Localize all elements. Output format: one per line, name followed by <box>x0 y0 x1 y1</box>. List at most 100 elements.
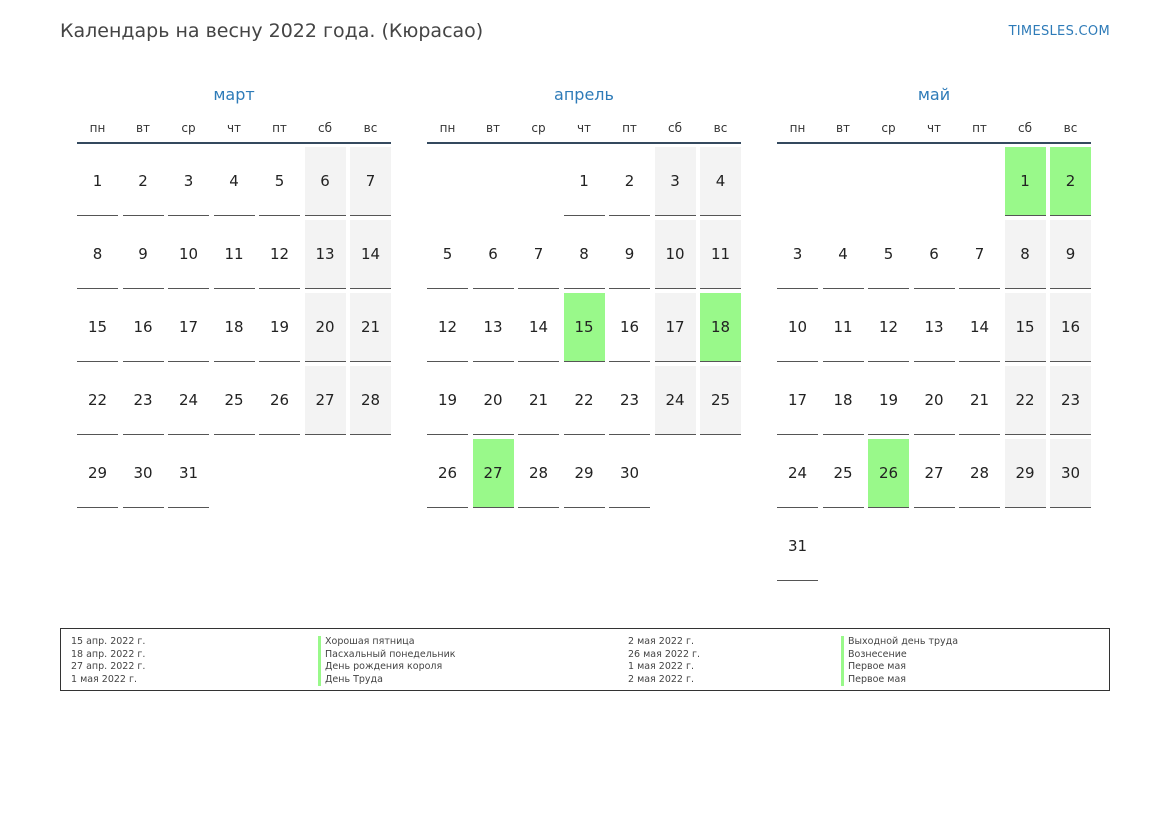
legend-holiday-name: Первое мая <box>841 673 958 686</box>
legend-holiday-name: День рождения короля <box>318 661 456 674</box>
day-cell: 6 <box>304 147 346 216</box>
day-cell: 7 <box>959 220 1000 289</box>
day-cell: 14 <box>518 293 559 362</box>
day-cell: 10 <box>168 220 209 289</box>
day-cell: 15 <box>77 293 118 362</box>
day-cell: 4 <box>700 147 741 216</box>
month-may: май пн вт ср чт пт сб вс 1 2 3 4 5 6 7 8 9 10 11 12 13 14 15… <box>777 85 1091 585</box>
empty-cell <box>868 147 909 215</box>
day-cell: 13 <box>913 293 955 362</box>
day-cell: 26 <box>427 439 468 508</box>
day-cell: 11 <box>822 293 864 362</box>
day-cell: 19 <box>868 366 909 435</box>
day-cell: 13 <box>304 220 346 289</box>
weekday-label: чт <box>226 121 242 135</box>
page-title: Календарь на весну 2022 года. (Кюрасао) <box>60 20 484 42</box>
legend-date: 2 мая 2022 г. <box>628 673 694 685</box>
legend-left-names: Хорошая пятница Пасхальный понедельник Д… <box>318 636 456 686</box>
holiday-day-cell: 26 <box>868 439 909 508</box>
empty-cell <box>959 147 1000 215</box>
day-cell: 23 <box>122 366 164 435</box>
day-cell: 13 <box>472 293 514 362</box>
empty-cell <box>823 147 864 215</box>
day-cell: 24 <box>168 366 209 435</box>
day-cell: 1 <box>563 147 605 216</box>
holiday-day-cell: 2 <box>1050 147 1091 216</box>
month-name: апрель <box>554 85 614 104</box>
weekday-label: вс <box>363 121 378 135</box>
weekday-label: вт <box>135 121 151 135</box>
weekday-label: пт <box>622 121 637 135</box>
day-cell: 14 <box>350 220 391 289</box>
day-cell: 5 <box>868 220 909 289</box>
legend-date: 27 апр. 2022 г. <box>71 661 146 672</box>
weekday-label: пн <box>439 121 456 135</box>
legend-holiday-name: Вознесение <box>841 648 958 661</box>
legend-holiday-name: Пасхальный понедельник <box>318 648 456 661</box>
day-cell: 9 <box>609 220 650 289</box>
day-cell: 25 <box>700 366 741 435</box>
day-cell: 15 <box>1004 293 1046 362</box>
day-cell: 1 <box>77 147 118 216</box>
day-cell: 8 <box>77 220 118 289</box>
days-grid: 1 2 3 4 5 6 7 8 9 10 11 12 13 14 15 16 17 18 19 20 21 22 23 24 2… <box>77 147 391 512</box>
day-cell: 10 <box>654 220 696 289</box>
day-cell: 9 <box>1050 220 1091 289</box>
legend-right-dates: 2 мая 2022 г. 26 мая 2022 г. 1 мая 2022 … <box>628 636 700 686</box>
legend-holiday-name: Выходной день труда <box>841 636 958 649</box>
month-name: март <box>213 85 255 104</box>
day-cell: 19 <box>259 293 300 362</box>
site-link[interactable]: TIMESLES.COM <box>1008 24 1110 39</box>
day-cell: 17 <box>777 366 818 435</box>
day-cell: 27 <box>304 366 346 435</box>
day-cell: 6 <box>472 220 514 289</box>
day-cell: 9 <box>122 220 164 289</box>
day-cell: 19 <box>427 366 468 435</box>
weekday-header: пн вт ср чт пт сб вс <box>427 114 741 144</box>
day-cell: 29 <box>77 439 118 508</box>
weekday-label: вс <box>1063 121 1078 135</box>
legend-date: 26 мая 2022 г. <box>628 648 701 660</box>
days-grid: 1 2 3 4 5 6 7 8 9 10 11 12 13 14 15 16 17 18 19 20 21 22 23 24 2… <box>427 147 741 512</box>
day-cell: 2 <box>122 147 164 216</box>
weekday-header: пн вт ср чт пт сб вс <box>77 114 391 144</box>
day-cell: 3 <box>654 147 696 216</box>
day-cell: 24 <box>654 366 696 435</box>
weekday-label: вс <box>713 121 728 135</box>
day-cell: 25 <box>213 366 255 435</box>
day-cell: 21 <box>959 366 1000 435</box>
day-cell: 28 <box>350 366 391 435</box>
day-cell: 30 <box>122 439 164 508</box>
day-cell: 21 <box>518 366 559 435</box>
weekday-label: пт <box>272 121 287 135</box>
weekday-label: сб <box>1018 121 1032 135</box>
day-cell: 8 <box>563 220 605 289</box>
legend-holiday-name: Хорошая пятница <box>318 636 456 649</box>
day-cell: 16 <box>122 293 164 362</box>
day-cell: 29 <box>563 439 605 508</box>
day-cell: 26 <box>259 366 300 435</box>
weekday-label: чт <box>576 121 592 135</box>
day-cell: 30 <box>1050 439 1091 508</box>
legend-holiday-name: День Труда <box>318 673 456 686</box>
day-cell: 8 <box>1004 220 1046 289</box>
day-cell: 20 <box>304 293 346 362</box>
day-cell: 12 <box>259 220 300 289</box>
holiday-legend: 15 апр. 2022 г. 18 апр. 2022 г. 27 апр. … <box>60 628 1110 691</box>
legend-right-names: Выходной день труда Вознесение Первое ма… <box>841 636 958 686</box>
month-april: апрель пн вт ср чт пт сб вс 1 2 3 4 5 6 7 8 9 10 11 12 13 1… <box>427 85 741 512</box>
day-cell: 5 <box>427 220 468 289</box>
holiday-day-cell: 1 <box>1004 147 1046 216</box>
weekday-header: пн вт ср чт пт сб вс <box>777 114 1091 144</box>
day-cell: 16 <box>609 293 650 362</box>
day-cell: 25 <box>822 439 864 508</box>
empty-cell <box>518 147 559 215</box>
weekday-label: пн <box>89 121 106 135</box>
weekday-label: вт <box>835 121 851 135</box>
empty-cell <box>777 147 818 215</box>
day-cell: 21 <box>350 293 391 362</box>
day-cell: 22 <box>77 366 118 435</box>
day-cell: 17 <box>654 293 696 362</box>
day-cell: 14 <box>959 293 1000 362</box>
day-cell: 10 <box>777 293 818 362</box>
